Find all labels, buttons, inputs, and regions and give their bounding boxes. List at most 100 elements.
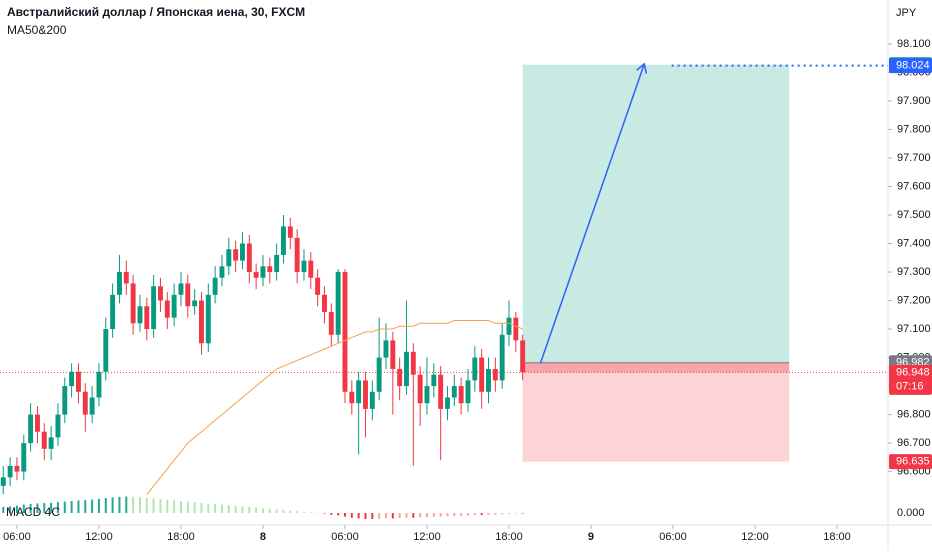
candle-body (486, 368, 491, 392)
macd-label: MACD 4C (6, 505, 60, 519)
candle-body (62, 386, 68, 415)
currency-label: JPY (896, 7, 917, 19)
macd-bar (289, 510, 292, 513)
x-tick-label: 12:00 (85, 531, 113, 543)
candle-body (274, 254, 280, 273)
arrow-head (636, 62, 648, 74)
level-label-box (889, 58, 932, 74)
macd-bar (63, 501, 66, 513)
ma-line (146, 320, 523, 495)
candle-body (205, 294, 211, 344)
candle-body (301, 260, 307, 273)
candle-body (369, 391, 375, 409)
candle-body (404, 351, 409, 387)
candle-body (158, 286, 163, 301)
macd-bar (145, 498, 148, 513)
candle-body (116, 272, 122, 295)
macd-bar (84, 500, 87, 513)
macd-bar (521, 513, 524, 514)
macd-bar (193, 502, 196, 513)
candle-body (417, 374, 423, 404)
x-tick-label: 18:00 (167, 531, 195, 543)
price-pane (0, 62, 888, 495)
macd-bar (220, 504, 223, 513)
candle-body (294, 237, 300, 273)
y-tick-label: 98.100 (897, 38, 931, 50)
candle-body (376, 357, 382, 392)
candle-body (260, 266, 266, 278)
candle-body (137, 306, 143, 324)
macd-bar (302, 511, 305, 513)
candle-body (328, 311, 334, 335)
macd-bar (97, 498, 100, 513)
macd-bar (91, 499, 94, 513)
candle-body (48, 437, 54, 449)
candle-body (431, 374, 437, 387)
macd-bar (425, 513, 428, 518)
macd-bar (466, 513, 469, 516)
candle-body (267, 266, 273, 273)
macd-bar (186, 501, 189, 513)
macd-bar (111, 497, 114, 513)
candle-body (21, 443, 27, 472)
candle-body (410, 351, 416, 375)
y-tick-label: 97.500 (897, 209, 931, 221)
candle-body (55, 414, 61, 438)
macd-bar (268, 508, 271, 513)
candle-body (363, 380, 368, 409)
target-zone (522, 64, 790, 363)
y-tick-label: 97.600 (897, 180, 931, 192)
candle-body (89, 397, 95, 415)
candle-body (451, 386, 457, 398)
candle-body (253, 272, 259, 278)
candle-body (69, 371, 75, 387)
candle-body (14, 465, 20, 472)
candle-body (171, 294, 177, 318)
candle-body (28, 414, 34, 444)
candle-body (315, 277, 321, 295)
candle-body (233, 249, 239, 261)
candle-body (96, 371, 102, 398)
macd-bar (330, 513, 333, 515)
stop-label: 96.635 (896, 456, 930, 468)
candle-body (308, 260, 314, 278)
candle-body (458, 386, 464, 404)
candle-body (287, 226, 293, 238)
macd-bar (132, 496, 135, 513)
macd-bar (309, 512, 312, 513)
candle-body (7, 465, 13, 478)
macd-bar (70, 501, 73, 513)
macd-bar (507, 513, 510, 514)
macd-bar (501, 513, 504, 515)
y-tick-label: 97.100 (897, 323, 931, 335)
candle-body (390, 340, 396, 369)
y-tick-label: 97.300 (897, 266, 931, 278)
x-tick-label: 8 (260, 531, 266, 543)
y-tick-label: 97.400 (897, 237, 931, 249)
macd-bar (275, 509, 278, 513)
y-tick-label: 97.800 (897, 123, 931, 135)
candle-body (199, 300, 204, 344)
macd-bar (412, 513, 415, 518)
macd-pane (2, 496, 524, 519)
x-tick-label: 06:00 (659, 531, 687, 543)
candle-body (492, 368, 498, 381)
candle-body (240, 243, 245, 261)
y-tick-label: 96.700 (897, 437, 931, 449)
indicator-label: MA50&200 (7, 23, 67, 37)
macd-bar (316, 512, 319, 514)
y-tick-label: 97.700 (897, 152, 931, 164)
stop-zone (522, 362, 790, 462)
candle-body (110, 294, 116, 330)
macd-bar (248, 507, 251, 513)
macd-bar (179, 501, 182, 513)
x-tick-label: 06:00 (331, 531, 359, 543)
macd-bar (350, 513, 353, 518)
macd-bar (357, 513, 360, 519)
macd-bar (138, 497, 141, 513)
countdown: 07:16 (896, 380, 924, 392)
candle-body (520, 340, 526, 373)
macd-bar (282, 510, 285, 513)
last-price-label-box (889, 364, 932, 395)
macd-bar (446, 513, 449, 517)
